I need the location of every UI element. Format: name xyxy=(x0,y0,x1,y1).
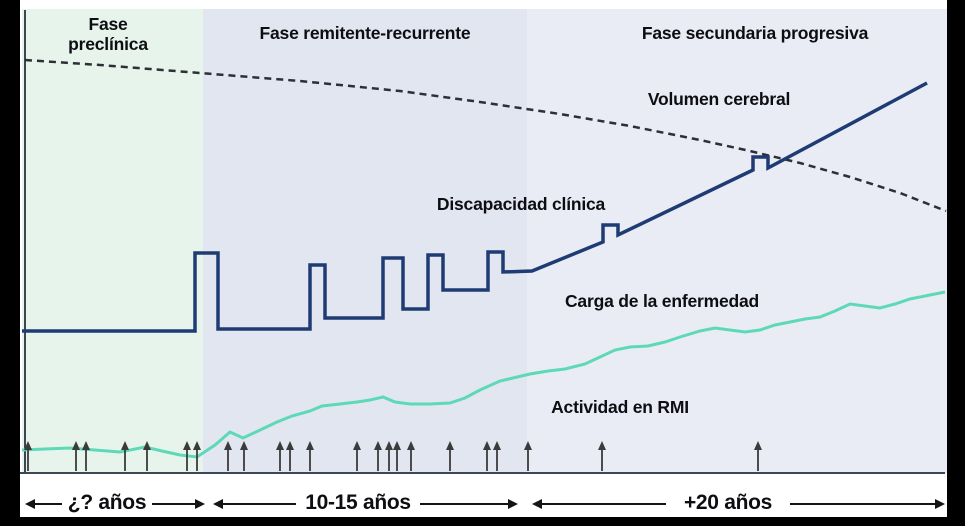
phase-title-preclinical: Fase preclínica xyxy=(68,13,148,54)
series-line-2 xyxy=(21,290,946,459)
timeline-label-rr-duration: 10-15 años xyxy=(305,490,411,514)
mri-activity-arrowhead xyxy=(446,441,454,450)
timeline-arrowhead-right xyxy=(195,499,205,509)
mri-activity-arrowhead xyxy=(183,441,191,450)
timeline-label-preclinical-duration: ¿? años xyxy=(67,490,147,514)
timeline-arrowhead-left xyxy=(25,499,35,509)
phase-title-secondary-progressive: Fase secundaria progresiva xyxy=(641,22,869,43)
mri-activity-arrowhead xyxy=(598,441,606,450)
mri-activity-arrowhead xyxy=(193,441,201,450)
mri-activity-arrowhead xyxy=(754,441,762,450)
series-label-clinical-disability: Discapacidad clínica xyxy=(436,193,606,214)
series-label-disease-burden: Carga de la enfermedad xyxy=(564,290,760,311)
phase-band-preclinical xyxy=(22,9,203,473)
mri-activity-arrowhead xyxy=(72,441,80,450)
series-line-1 xyxy=(22,81,928,333)
series-label-brain-volume: Volumen cerebral xyxy=(647,88,791,109)
timeline-arrowhead-left xyxy=(532,499,542,509)
timeline-arrowhead-right xyxy=(935,499,945,509)
timeline-label-sp-duration: +20 años xyxy=(683,490,773,514)
series-line-0 xyxy=(24,58,947,213)
mri-activity-arrowhead xyxy=(240,441,248,450)
mri-activity-arrowhead xyxy=(524,441,532,450)
series-label-mri-activity: Actividad en RMI xyxy=(551,396,689,417)
mri-activity-arrowhead xyxy=(286,441,294,450)
mri-activity-arrowhead xyxy=(224,441,232,450)
mri-activity-arrowhead xyxy=(121,441,129,450)
mri-activity-arrowhead xyxy=(276,441,284,450)
phase-band-secondary-progressive xyxy=(527,9,947,473)
mri-activity-arrowhead xyxy=(393,441,401,450)
mri-activity-arrowhead xyxy=(24,441,32,450)
mri-activity-arrowhead xyxy=(385,441,393,450)
phase-title-relapsing-remitting: Fase remitente-recurrente xyxy=(259,22,471,43)
timeline-arrowhead-left xyxy=(213,499,223,509)
mri-activity-arrowhead xyxy=(493,441,501,450)
mri-activity-arrowhead xyxy=(306,441,314,450)
mri-activity-arrowhead xyxy=(143,441,151,450)
mri-activity-arrowhead xyxy=(82,441,90,450)
mri-activity-arrowhead xyxy=(374,441,382,450)
mri-activity-arrowhead xyxy=(353,441,361,450)
mri-activity-arrowhead xyxy=(407,441,415,450)
timeline-arrowhead-right xyxy=(508,499,518,509)
mri-activity-arrowhead xyxy=(483,441,491,450)
